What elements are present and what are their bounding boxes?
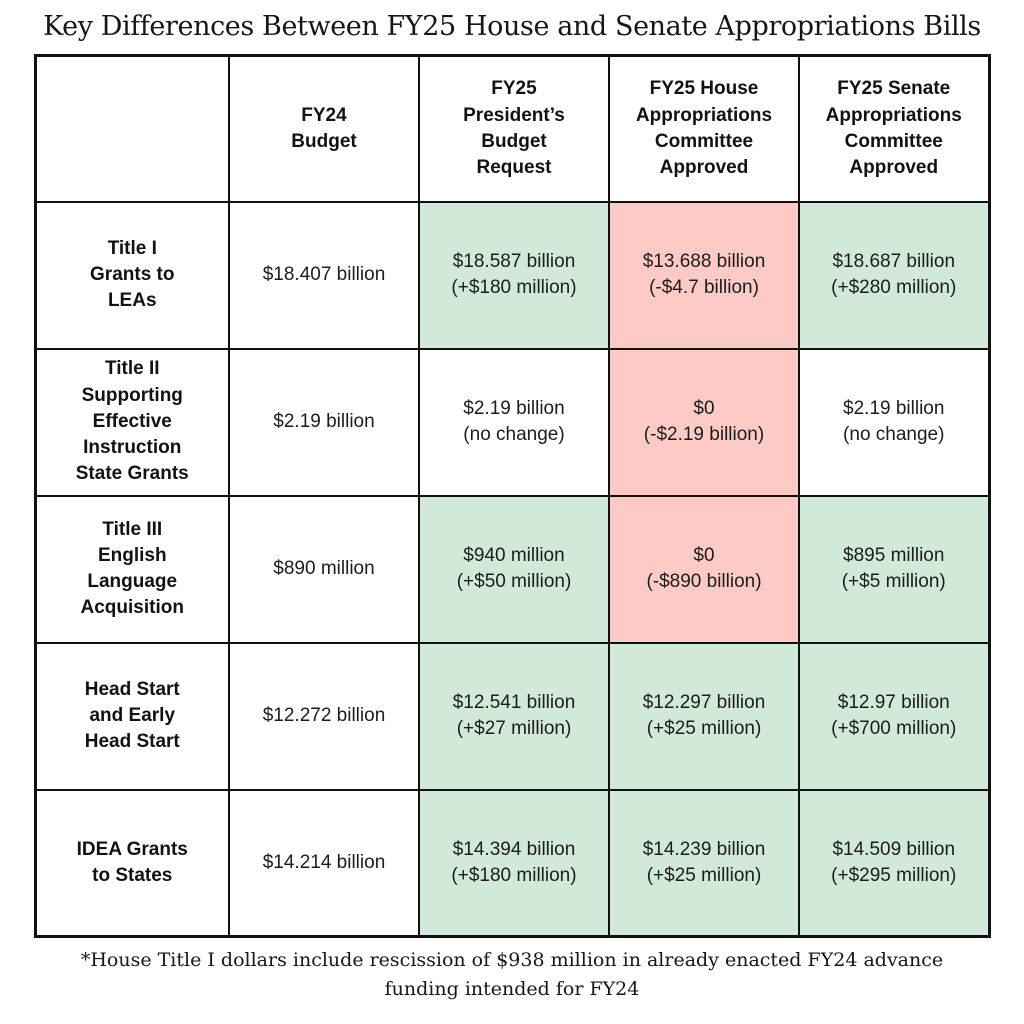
table-header-row: FY24 Budget FY25 President’s Budget Requ… bbox=[34, 54, 990, 203]
column-header-fy25-house: FY25 House Appropriations Committee Appr… bbox=[608, 54, 800, 203]
table-row-title-iii: Title III English Language Acquisition $… bbox=[34, 494, 990, 644]
value-cell: $0 (-$890 billion) bbox=[608, 494, 800, 644]
value-cell: $12.272 billion bbox=[228, 641, 420, 791]
value-cell: $18.687 billion (+$280 million) bbox=[798, 200, 990, 350]
value-cell: $895 million (+$5 million) bbox=[798, 494, 990, 644]
value-cell: $18.407 billion bbox=[228, 200, 420, 350]
value-cell: $14.509 billion (+$295 million) bbox=[798, 788, 990, 938]
row-header: Title II Supporting Effective Instructio… bbox=[34, 347, 230, 497]
value-cell: $890 million bbox=[228, 494, 420, 644]
page-title: Key Differences Between FY25 House and S… bbox=[43, 11, 981, 42]
value-cell: $2.19 billion (no change) bbox=[798, 347, 990, 497]
value-cell: $14.239 billion (+$25 million) bbox=[608, 788, 800, 938]
value-cell: $13.688 billion (-$4.7 billion) bbox=[608, 200, 800, 350]
table-row-title-i: Title I Grants to LEAs $18.407 billion $… bbox=[34, 200, 990, 350]
value-cell: $2.19 billion (no change) bbox=[418, 347, 610, 497]
value-cell: $18.587 billion (+$180 million) bbox=[418, 200, 610, 350]
corner-cell bbox=[34, 54, 230, 203]
value-cell: $2.19 billion bbox=[228, 347, 420, 497]
column-header-fy25-senate: FY25 Senate Appropriations Committee App… bbox=[798, 54, 990, 203]
row-header: Head Start and Early Head Start bbox=[34, 641, 230, 791]
table-row-head-start: Head Start and Early Head Start $12.272 … bbox=[34, 641, 990, 791]
row-header: IDEA Grants to States bbox=[34, 788, 230, 938]
value-cell: $940 million (+$50 million) bbox=[418, 494, 610, 644]
table-row-idea-grants: IDEA Grants to States $14.214 billion $1… bbox=[34, 788, 990, 938]
value-cell: $14.214 billion bbox=[228, 788, 420, 938]
row-header: Title III English Language Acquisition bbox=[34, 494, 230, 644]
appropriations-table: FY24 Budget FY25 President’s Budget Requ… bbox=[33, 54, 991, 938]
column-header-fy25-presidents-budget: FY25 President’s Budget Request bbox=[418, 54, 610, 203]
value-cell: $14.394 billion (+$180 million) bbox=[418, 788, 610, 938]
column-header-fy24-budget: FY24 Budget bbox=[228, 54, 420, 203]
footnote: *House Title I dollars include rescissio… bbox=[80, 949, 944, 1000]
value-cell: $0 (-$2.19 billion) bbox=[608, 347, 800, 497]
value-cell: $12.541 billion (+$27 million) bbox=[418, 641, 610, 791]
value-cell: $12.297 billion (+$25 million) bbox=[608, 641, 800, 791]
value-cell: $12.97 billion (+$700 million) bbox=[798, 641, 990, 791]
table-row-title-ii: Title II Supporting Effective Instructio… bbox=[34, 347, 990, 497]
row-header: Title I Grants to LEAs bbox=[34, 200, 230, 350]
